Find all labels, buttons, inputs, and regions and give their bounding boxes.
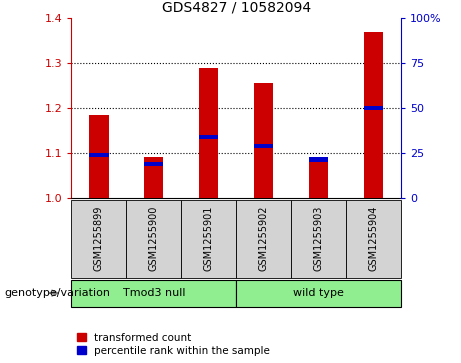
Bar	[71, 280, 236, 307]
Bar	[199, 135, 219, 139]
Text: wild type: wild type	[293, 288, 344, 298]
Bar	[89, 153, 108, 158]
Bar	[236, 200, 291, 278]
Bar	[144, 158, 164, 198]
Text: GSM1255900: GSM1255900	[149, 206, 159, 272]
Text: GSM1255901: GSM1255901	[204, 206, 214, 272]
Title: GDS4827 / 10582094: GDS4827 / 10582094	[162, 0, 311, 14]
Text: Tmod3 null: Tmod3 null	[123, 288, 185, 298]
Text: GSM1255899: GSM1255899	[94, 206, 104, 272]
Bar	[144, 162, 164, 166]
Bar	[254, 83, 273, 198]
Bar	[126, 200, 181, 278]
Legend: transformed count, percentile rank within the sample: transformed count, percentile rank withi…	[77, 333, 270, 356]
Bar	[309, 160, 328, 198]
Bar	[346, 200, 401, 278]
Bar	[236, 280, 401, 307]
Bar	[291, 200, 346, 278]
Bar	[254, 144, 273, 148]
Bar	[364, 32, 383, 198]
Text: genotype/variation: genotype/variation	[5, 288, 111, 298]
Text: GSM1255904: GSM1255904	[369, 206, 378, 272]
Text: GSM1255903: GSM1255903	[313, 206, 324, 272]
Bar	[181, 200, 236, 278]
Text: GSM1255902: GSM1255902	[259, 206, 269, 272]
Bar	[71, 200, 126, 278]
Bar	[364, 106, 383, 110]
Bar	[199, 68, 219, 198]
Bar	[309, 158, 328, 162]
Bar	[89, 115, 108, 198]
